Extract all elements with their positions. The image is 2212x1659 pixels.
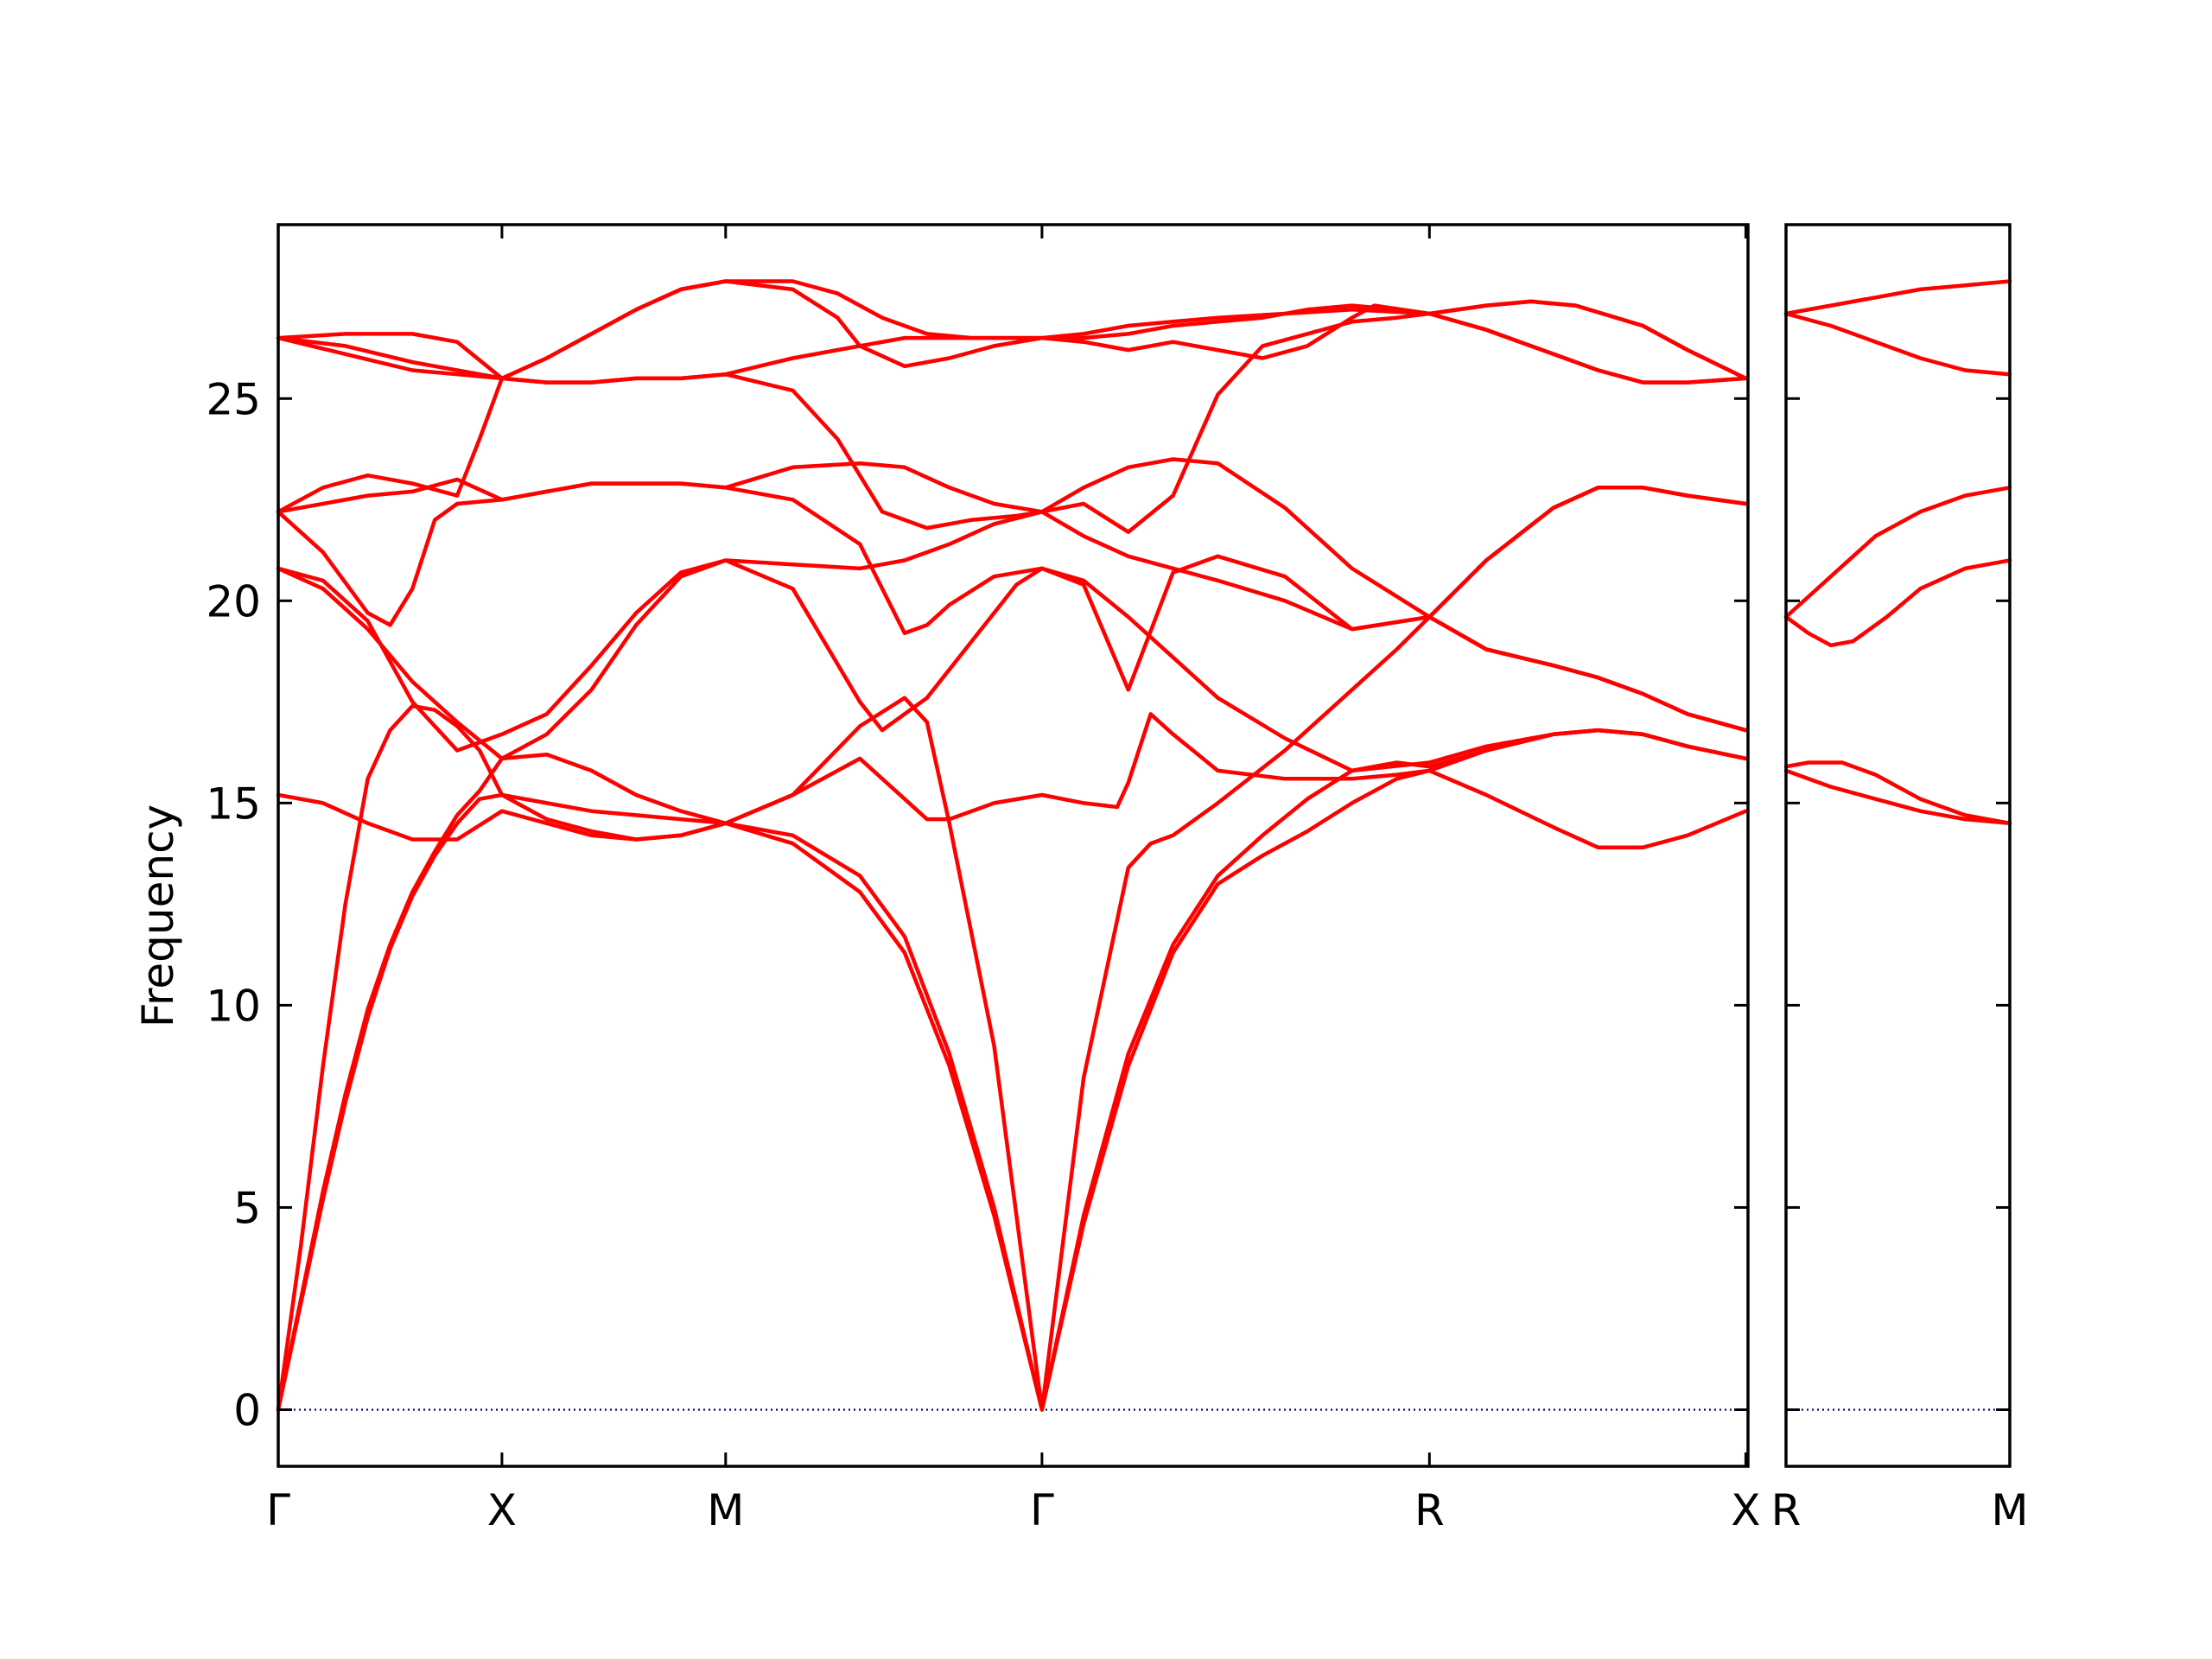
- y-tick-label: 5: [233, 1183, 261, 1233]
- x-tick-label: M: [1991, 1485, 2028, 1535]
- y-tick-label: 25: [206, 374, 261, 424]
- band-5: [276, 558, 1748, 773]
- plot-frame: [276, 223, 1750, 1468]
- plot-frame: [1784, 223, 2012, 1468]
- band-10: [276, 303, 1748, 385]
- y-tick-label: 15: [206, 779, 261, 829]
- band-1: [1783, 768, 2012, 826]
- y-tick-label: 10: [206, 981, 261, 1031]
- band-4: [1783, 486, 2012, 620]
- x-tick-label: Γ: [266, 1485, 290, 1535]
- x-tick-label: Γ: [1030, 1485, 1054, 1535]
- band-1: [276, 768, 1748, 1412]
- x-tick-label: M: [707, 1485, 744, 1535]
- band-2: [1783, 760, 2012, 826]
- x-tick-label: R: [1414, 1485, 1445, 1535]
- x-tick-label: X: [487, 1485, 517, 1535]
- y-axis-label: Frequency: [133, 804, 183, 1027]
- band-8: [276, 457, 1748, 620]
- x-tick-label: R: [1771, 1485, 1802, 1535]
- left-panel: 0 5 10 15 20 25 Γ X M Γ R X: [206, 223, 1761, 1535]
- x-tick-label: X: [1731, 1485, 1760, 1535]
- band-6: [1783, 279, 2012, 316]
- band-11: [276, 279, 1748, 381]
- band-4: [276, 486, 1748, 1412]
- band-2: [276, 728, 1748, 1412]
- band-6: [276, 510, 1748, 753]
- band-3: [1783, 558, 2012, 648]
- y-tick-label: 20: [206, 576, 261, 626]
- band-7: [276, 481, 1748, 733]
- y-tick-label: 0: [233, 1385, 261, 1435]
- band-12: [276, 279, 1748, 381]
- band-5: [1783, 311, 2012, 377]
